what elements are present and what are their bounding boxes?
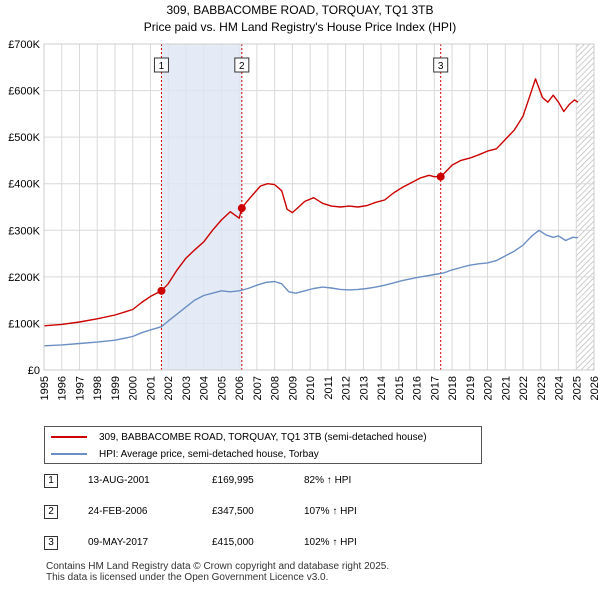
chart-title-line2: Price paid vs. HM Land Registry's House …: [144, 20, 456, 34]
x-tick-label: 2022: [518, 376, 530, 400]
chart-title-line1: 309, BABBACOMBE ROAD, TORQUAY, TQ1 3TB: [167, 3, 434, 17]
x-tick-label: 2020: [483, 376, 495, 400]
x-tick-label: 2026: [589, 376, 600, 400]
sale-price: £415,000: [212, 537, 254, 548]
sale-label-box: [433, 57, 449, 73]
sale-hpi-change: 102% ↑ HPI: [304, 537, 357, 548]
sale-point: [237, 204, 246, 213]
legend-label-hpi: HPI: Average price, semi-detached house,…: [99, 448, 319, 460]
x-tick-label: 2015: [394, 376, 406, 400]
hpi-line: [43, 229, 579, 347]
x-tick-label: 2006: [234, 376, 246, 400]
sale-point: [157, 286, 166, 295]
sale-row: 2 24-FEB-2006 £347,500 107% ↑ HPI: [44, 505, 444, 523]
sale-label-text: 2: [239, 61, 245, 72]
sale-hpi-change: 107% ↑ HPI: [304, 506, 357, 517]
sale-row: 1 13-AUG-2001 £169,995 82% ↑ HPI: [44, 474, 444, 492]
sale-number-badge: 3: [44, 536, 58, 550]
y-tick-label: £700K: [8, 39, 40, 51]
x-tick-label: 2004: [199, 376, 211, 400]
x-tick-label: 2012: [341, 376, 353, 400]
x-tick-label: 2008: [270, 376, 282, 400]
x-tick-label: 1998: [92, 376, 104, 400]
x-tick-label: 2014: [376, 376, 388, 400]
sale-date: 13-AUG-2001: [88, 475, 150, 486]
x-tick-label: 1995: [39, 376, 51, 400]
legend-item-hpi: HPI: Average price, semi-detached house,…: [51, 446, 319, 462]
x-tick-label: 2002: [163, 376, 175, 400]
y-tick-label: £500K: [8, 132, 40, 144]
x-tick-label: 2019: [465, 376, 477, 400]
sale-label-box: [234, 57, 250, 73]
y-tick-label: £300K: [8, 225, 40, 237]
x-tick-label: 2017: [429, 376, 441, 400]
x-tick-label: 1999: [110, 376, 122, 400]
x-tick-label: 1997: [74, 376, 86, 400]
property-price-line: [43, 78, 579, 327]
ownership-shaded-range: [161, 44, 242, 370]
x-tick-label: 2010: [305, 376, 317, 400]
x-tick-label: 2003: [181, 376, 193, 400]
y-tick-label: £100K: [8, 318, 40, 330]
footer: Contains HM Land Registry data © Crown c…: [46, 561, 389, 583]
x-tick-label: 2005: [216, 376, 228, 400]
x-tick-label: 2024: [554, 376, 566, 400]
y-tick-label: £400K: [8, 179, 40, 191]
x-tick-label: 2025: [571, 376, 583, 400]
y-tick-label: £600K: [8, 86, 40, 98]
y-tick-label: £200K: [8, 272, 40, 284]
sale-number-badge: 1: [44, 474, 58, 488]
forecast-hatch-region: [576, 44, 594, 370]
sale-row: 3 09-MAY-2017 £415,000 102% ↑ HPI: [44, 536, 444, 554]
sale-price: £169,995: [212, 475, 254, 486]
x-tick-label: 2011: [323, 376, 335, 400]
x-tick-label: 2021: [500, 376, 512, 400]
x-tick-label: 2018: [447, 376, 459, 400]
chart: 309, BABBACOMBE ROAD, TORQUAY, TQ1 3TB P…: [8, 3, 600, 400]
sale-date: 24-FEB-2006: [88, 506, 148, 517]
x-tick-label: 2000: [128, 376, 140, 400]
sale-hpi-change: 82% ↑ HPI: [304, 475, 352, 486]
plot-area: [44, 44, 594, 370]
legend-label-property: 309, BABBACOMBE ROAD, TORQUAY, TQ1 3TB (…: [99, 431, 427, 443]
legend: 309, BABBACOMBE ROAD, TORQUAY, TQ1 3TB (…: [44, 426, 482, 464]
sale-label-text: 3: [438, 61, 444, 72]
x-tick-label: 2009: [287, 376, 299, 400]
footer-licence: This data is licensed under the Open Gov…: [46, 572, 329, 583]
sale-date: 09-MAY-2017: [88, 537, 149, 548]
sale-price: £347,500: [212, 506, 254, 517]
legend-swatch-property: [51, 436, 87, 438]
x-tick-label: 2007: [252, 376, 264, 400]
x-tick-label: 2016: [412, 376, 424, 400]
sale-label-text: 1: [159, 61, 165, 72]
footer-copyright: Contains HM Land Registry data © Crown c…: [46, 561, 390, 572]
plot-frame: [43, 43, 595, 371]
y-tick-label: £0: [28, 365, 40, 377]
legend-swatch-hpi: [51, 453, 87, 455]
x-tick-label: 1996: [57, 376, 69, 400]
x-tick-label: 2013: [358, 376, 370, 400]
x-tick-label: 2023: [536, 376, 548, 400]
sale-point: [436, 172, 445, 181]
x-tick-label: 2001: [145, 376, 157, 400]
sale-label-box: [153, 57, 169, 73]
legend-item-property: 309, BABBACOMBE ROAD, TORQUAY, TQ1 3TB (…: [51, 429, 427, 445]
sale-number-badge: 2: [44, 505, 58, 519]
